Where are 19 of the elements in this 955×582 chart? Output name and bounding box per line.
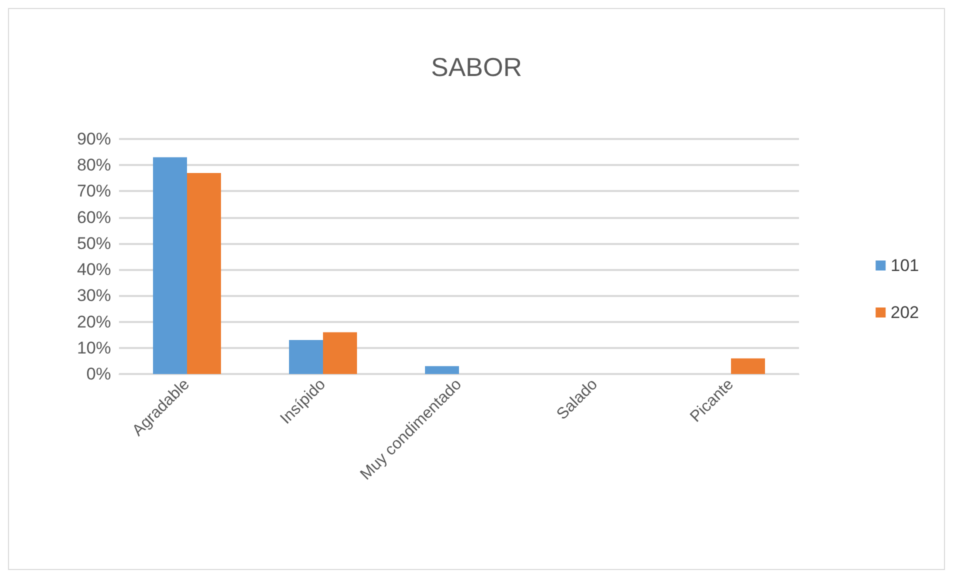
legend-label: 202 [890, 303, 920, 322]
bar [187, 172, 221, 374]
y-tick-label: 60% [76, 208, 111, 227]
y-tick-label: 50% [76, 234, 111, 253]
legend-label: 101 [890, 256, 920, 275]
y-tick-label: 20% [76, 312, 111, 332]
bar [289, 340, 323, 374]
bar [153, 157, 187, 374]
y-tick-label: 40% [76, 260, 111, 280]
chart-title: SABOR [430, 52, 522, 82]
y-tick-label: 30% [76, 286, 111, 306]
bar [323, 332, 357, 374]
y-tick-label: 70% [76, 182, 111, 201]
bar [731, 358, 765, 374]
y-tick-label: 10% [76, 338, 111, 358]
y-tick-label: 90% [76, 130, 111, 148]
y-tick-label: 0% [86, 364, 111, 384]
y-tick-label: 80% [76, 156, 111, 175]
bar [425, 366, 459, 374]
